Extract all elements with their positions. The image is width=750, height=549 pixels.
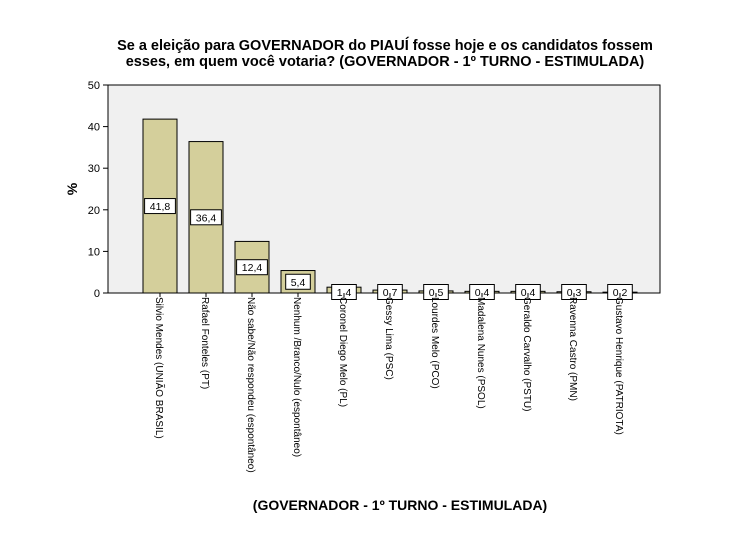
y-axis: 0 10 20 30 40 50 [88, 80, 108, 300]
y-tick-label: 10 [88, 246, 100, 258]
x-tick-label: Rafael Fonteles (PT) [199, 297, 210, 389]
y-tick-label: 40 [88, 122, 100, 134]
y-tick-label: 30 [88, 163, 100, 175]
data-label-box [607, 284, 633, 300]
y-tick-label: 20 [88, 205, 100, 217]
data-label-box [331, 284, 357, 300]
data-label-box [144, 198, 176, 215]
data-label-box [423, 284, 449, 300]
x-tick-label: Gustavo Henrique (PATRIOTA) [613, 297, 624, 435]
x-tick-label: Coronel Diego Melo (PL) [337, 297, 348, 407]
y-axis-title: % [64, 182, 80, 195]
y-tick-label: 0 [94, 288, 100, 300]
x-tick-label: Silvio Mendes (UNIÃO BRASIL) [153, 297, 166, 439]
data-label: 5,4 [291, 277, 306, 289]
data-label-box [561, 284, 587, 300]
x-tick-label: Ravenna Castro (PMN) [567, 297, 578, 401]
data-label-box [190, 209, 222, 226]
data-label: 36,4 [196, 212, 217, 224]
x-tick-label: Madalena Nunes (PSOL) [475, 297, 486, 409]
data-label-box [377, 284, 403, 300]
x-tick-label: Geraldo Carvalho (PSTU) [521, 297, 532, 411]
data-label-box [469, 284, 495, 300]
chart-title-line-1: Se a eleição para GOVERNADOR do PIAUÍ fo… [117, 38, 653, 54]
x-tick-label: Não sabe/Não respondeu (espontâneo) [245, 297, 256, 473]
chart-title-line-2: esses, em quem você votaria? (GOVERNADOR… [125, 54, 645, 70]
data-label: 41,8 [150, 201, 171, 213]
data-label-box [285, 273, 311, 290]
data-label-box [515, 284, 541, 300]
bars: 41,836,412,45,41,4 0,7 0,5 0,4 0,4 0,3 0,2 [142, 118, 638, 300]
data-label-box [236, 259, 268, 276]
chart-title: Se a eleição para GOVERNADOR do PIAUÍ fo… [40, 38, 730, 70]
y-tick-label: 50 [88, 80, 100, 92]
x-tick-labels: Silvio Mendes (UNIÃO BRASIL) Rafael Fonte… [153, 293, 624, 473]
data-label: 12,4 [242, 262, 263, 274]
x-tick-label: Lourdes Melo (PCO) [429, 297, 440, 389]
x-tick-label: Nenhum /Branco/Nulo (espontâneo) [291, 297, 302, 457]
x-tick-label: Gessy Lima (PSC) [383, 297, 394, 380]
x-axis-title: (GOVERNADOR - 1º TURNO - ESTIMULADA) [252, 497, 548, 513]
